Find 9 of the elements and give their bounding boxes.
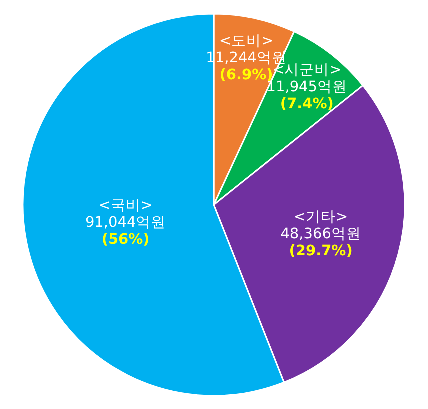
- text: (29.7%): [289, 243, 353, 260]
- data-label: 48,366억원: [280, 226, 362, 242]
- data-label: 91,044억원: [85, 214, 166, 231]
- text: (56%): [102, 232, 150, 248]
- slice-label: <기타>: [294, 209, 348, 226]
- data-label: 11,945억원: [266, 79, 348, 96]
- text: (7.4%): [280, 96, 334, 112]
- slice-label: <도비>: [219, 34, 274, 50]
- slice-label: <국비>: [98, 198, 153, 214]
